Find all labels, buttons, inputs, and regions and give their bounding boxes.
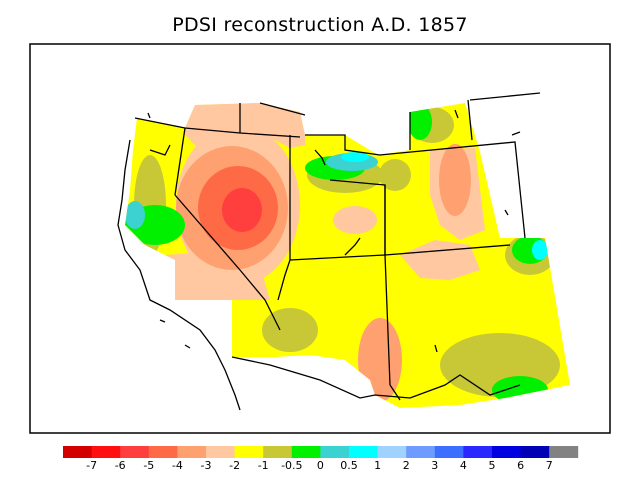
incipient-wet-wy <box>379 159 411 191</box>
can-border <box>469 92 541 101</box>
legend-label: 3 <box>431 459 439 472</box>
nd-lake <box>511 131 521 136</box>
legend-label: -6 <box>114 459 126 472</box>
mt-east <box>467 99 473 141</box>
legend-label: -4 <box>171 459 183 472</box>
ca-nv-border <box>174 194 281 331</box>
legend-label: -0.5 <box>281 459 303 472</box>
high-wet-idaho <box>341 152 369 162</box>
island-north <box>147 112 151 119</box>
legend-swatch <box>434 446 464 458</box>
legend-swatch <box>234 446 264 458</box>
co-ne-border <box>384 244 511 256</box>
channel-island-2 <box>184 344 191 349</box>
pacific-coastline <box>117 139 241 411</box>
legend-label: -1 <box>257 459 269 472</box>
legend-swatch <box>206 446 235 458</box>
legend-swatch <box>177 446 207 458</box>
sd-lake <box>504 209 509 216</box>
incipient-wet-az <box>262 308 318 352</box>
great-salt-lake <box>344 237 361 256</box>
legend-swatch <box>463 446 493 458</box>
legend-label: -7 <box>86 459 98 472</box>
high-wet-ne <box>532 240 548 260</box>
legend-swatch <box>520 446 550 458</box>
yellowstone-lake <box>314 149 326 166</box>
legend-label: 5 <box>488 459 496 472</box>
channel-island <box>159 319 166 323</box>
legend-swatch <box>148 446 178 458</box>
legend-label: 1 <box>374 459 382 472</box>
nv-ut-border <box>277 135 291 301</box>
legend-swatch <box>91 446 121 458</box>
mt-lake <box>454 109 459 119</box>
moderate-wet-coast <box>125 201 145 229</box>
wy-mt-border <box>305 134 526 239</box>
legend-swatch <box>291 446 321 458</box>
boundary-lines <box>117 92 541 411</box>
legend-swatch <box>549 446 579 458</box>
legend-swatch <box>263 446 293 458</box>
mild-wet-mt <box>408 104 432 140</box>
legend-label: -2 <box>229 459 241 472</box>
legend-swatch <box>120 446 150 458</box>
legend-label: 7 <box>545 459 553 472</box>
pdsi-field <box>125 103 570 408</box>
legend-label: 2 <box>402 459 410 472</box>
legend-label: 0.5 <box>340 459 358 472</box>
legend-label: 6 <box>517 459 525 472</box>
or-id-north-border <box>134 117 301 138</box>
mild-dry-wyoming <box>439 144 471 216</box>
pdsi-legend-bar <box>63 446 579 458</box>
ca-nv-north <box>174 127 186 196</box>
severe-dry-nevada <box>222 188 262 232</box>
legend-label: 4 <box>459 459 467 472</box>
id-north <box>259 102 306 116</box>
legend-label: -5 <box>143 459 155 472</box>
legend-swatch <box>377 446 407 458</box>
slight-dry-colorado <box>400 240 480 280</box>
legend-swatch <box>406 446 436 458</box>
legend-label: 0 <box>316 459 324 472</box>
slight-dry-utah <box>333 206 377 234</box>
map-title: PDSI reconstruction A.D. 1857 <box>172 14 468 36</box>
legend-swatch <box>492 446 521 458</box>
legend-swatch <box>63 446 92 458</box>
mexico-border <box>231 356 521 399</box>
legend-swatch <box>320 446 350 458</box>
nm-lake <box>434 344 438 353</box>
legend-label: -3 <box>200 459 212 472</box>
wa-coast-stub <box>149 144 171 156</box>
legend-swatch <box>349 446 378 458</box>
